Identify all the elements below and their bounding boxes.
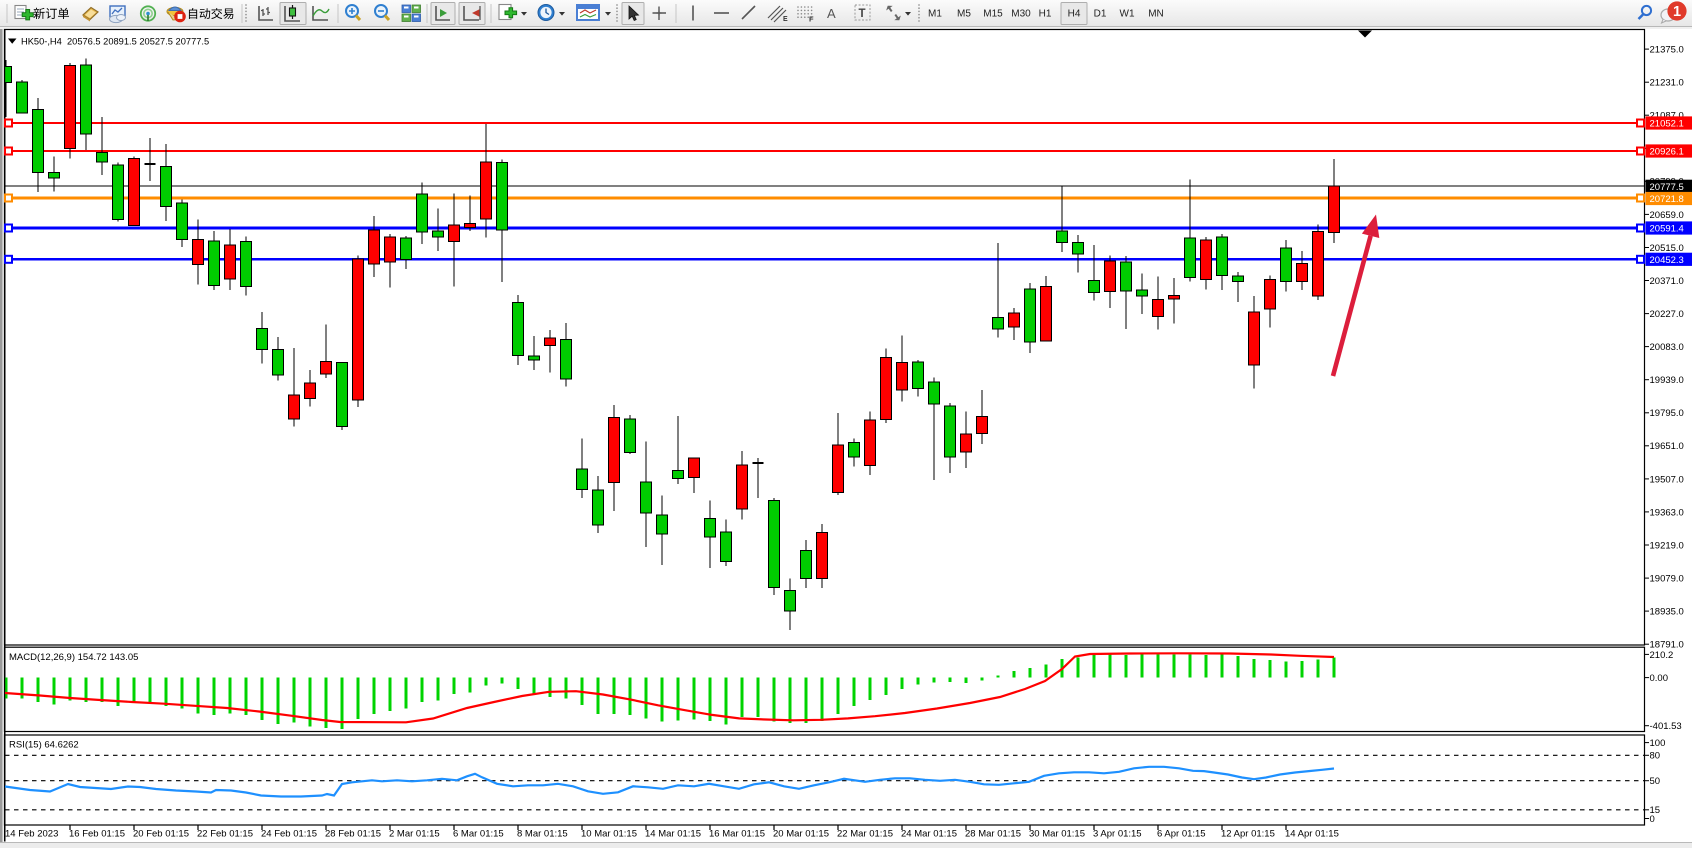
- svg-text:20721.8: 20721.8: [1650, 194, 1684, 205]
- svg-text:12 Apr 01:15: 12 Apr 01:15: [1221, 829, 1275, 840]
- svg-text:H1: H1: [1039, 9, 1052, 20]
- svg-text:210.2: 210.2: [1650, 650, 1674, 661]
- svg-text:HK50-,H4 20576.5 20891.5 2052: HK50-,H4 20576.5 20891.5 20527.5 20777.5: [21, 37, 209, 47]
- svg-text:1: 1: [1673, 4, 1681, 20]
- svg-text:19507.0: 19507.0: [1650, 474, 1684, 485]
- svg-text:10 Mar 01:15: 10 Mar 01:15: [581, 829, 637, 840]
- svg-text:14 Feb 2023: 14 Feb 2023: [5, 829, 58, 840]
- svg-text:22 Feb 01:15: 22 Feb 01:15: [197, 829, 253, 840]
- svg-text:80: 80: [1650, 751, 1661, 762]
- svg-text:20659.0: 20659.0: [1650, 210, 1684, 221]
- svg-text:15: 15: [1650, 805, 1661, 816]
- svg-text:21231.0: 21231.0: [1650, 78, 1684, 89]
- svg-text:24 Feb 01:15: 24 Feb 01:15: [261, 829, 317, 840]
- svg-text:20926.1: 20926.1: [1650, 147, 1684, 158]
- svg-text:19795.0: 19795.0: [1650, 408, 1684, 419]
- svg-text:6 Apr 01:15: 6 Apr 01:15: [1157, 829, 1206, 840]
- svg-text:19079.0: 19079.0: [1650, 574, 1684, 585]
- svg-text:24 Mar 01:15: 24 Mar 01:15: [901, 829, 957, 840]
- svg-text:M15: M15: [983, 9, 1003, 20]
- svg-text:M1: M1: [928, 9, 942, 20]
- svg-text:28 Mar 01:15: 28 Mar 01:15: [965, 829, 1021, 840]
- svg-text:22 Mar 01:15: 22 Mar 01:15: [837, 829, 893, 840]
- svg-text:T: T: [859, 8, 866, 20]
- svg-text:19939.0: 19939.0: [1650, 375, 1684, 386]
- svg-text:20227.0: 20227.0: [1650, 309, 1684, 320]
- svg-text:16 Mar 01:15: 16 Mar 01:15: [709, 829, 765, 840]
- svg-text:20 Mar 01:15: 20 Mar 01:15: [773, 829, 829, 840]
- svg-text:16 Feb 01:15: 16 Feb 01:15: [69, 829, 125, 840]
- svg-text:20515.0: 20515.0: [1650, 243, 1684, 254]
- svg-text:21087.0: 21087.0: [1650, 111, 1684, 122]
- svg-text:A: A: [827, 6, 836, 21]
- svg-text:-401.53: -401.53: [1650, 721, 1682, 732]
- svg-text:21052.1: 21052.1: [1650, 119, 1684, 130]
- svg-text:20083.0: 20083.0: [1650, 342, 1684, 353]
- svg-text:0.00: 0.00: [1650, 673, 1669, 684]
- svg-text:14 Mar 01:15: 14 Mar 01:15: [645, 829, 701, 840]
- svg-text:20591.4: 20591.4: [1650, 224, 1684, 235]
- svg-text:30 Mar 01:15: 30 Mar 01:15: [1029, 829, 1085, 840]
- svg-text:20777.5: 20777.5: [1650, 182, 1684, 193]
- svg-text:M30: M30: [1011, 9, 1031, 20]
- svg-text:19651.0: 19651.0: [1650, 441, 1684, 452]
- svg-text:21375.0: 21375.0: [1650, 45, 1684, 56]
- svg-text:8 Mar 01:15: 8 Mar 01:15: [517, 829, 568, 840]
- svg-text:19363.0: 19363.0: [1650, 507, 1684, 518]
- svg-text:50: 50: [1650, 776, 1661, 787]
- svg-text:20452.3: 20452.3: [1650, 255, 1684, 266]
- svg-text:W1: W1: [1120, 9, 1135, 20]
- svg-text:MN: MN: [1148, 9, 1164, 20]
- svg-text:2 Mar 01:15: 2 Mar 01:15: [389, 829, 440, 840]
- svg-text:0: 0: [1650, 814, 1655, 825]
- svg-text:28 Feb 01:15: 28 Feb 01:15: [325, 829, 381, 840]
- svg-text:F: F: [809, 15, 814, 24]
- svg-text:6 Mar 01:15: 6 Mar 01:15: [453, 829, 504, 840]
- svg-text:20 Feb 01:15: 20 Feb 01:15: [133, 829, 189, 840]
- svg-text:20371.0: 20371.0: [1650, 276, 1684, 287]
- svg-text:3 Apr 01:15: 3 Apr 01:15: [1093, 829, 1142, 840]
- svg-text:H4: H4: [1068, 9, 1081, 20]
- svg-text:14 Apr 01:15: 14 Apr 01:15: [1285, 829, 1339, 840]
- svg-text:D1: D1: [1094, 9, 1107, 20]
- svg-text:18791.0: 18791.0: [1650, 640, 1684, 651]
- svg-text:MACD(12,26,9) 154.72 143.05: MACD(12,26,9) 154.72 143.05: [9, 652, 138, 663]
- svg-text:E: E: [783, 16, 788, 23]
- svg-text:RSI(15) 64.6262: RSI(15) 64.6262: [9, 740, 79, 751]
- svg-text:19219.0: 19219.0: [1650, 540, 1684, 551]
- svg-text:18935.0: 18935.0: [1650, 607, 1684, 618]
- svg-text:M5: M5: [957, 9, 971, 20]
- svg-text:100: 100: [1650, 738, 1666, 749]
